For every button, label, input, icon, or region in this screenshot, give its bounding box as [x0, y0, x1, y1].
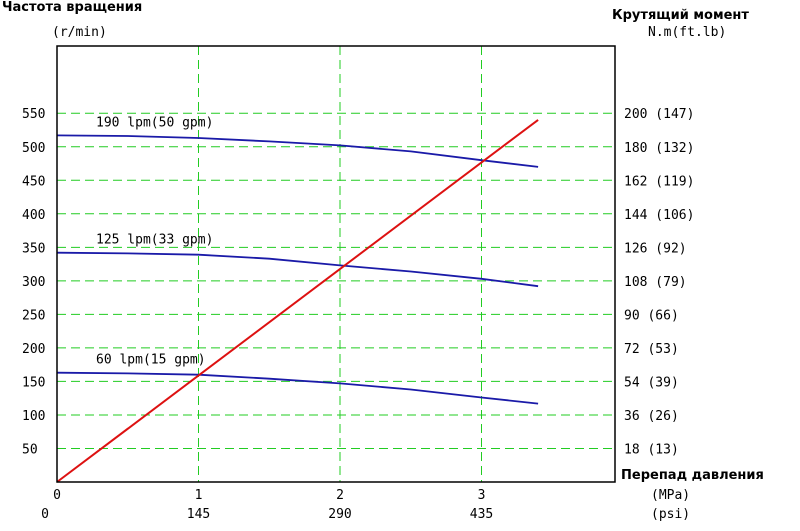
y-tick-label-right: 180 (132)	[624, 141, 694, 156]
y-tick-label-left: 100	[22, 409, 45, 424]
y-tick-label-left: 550	[22, 107, 45, 122]
x-tick-label-mpa: 1	[195, 488, 203, 503]
series-label: 60 lpm(15 gpm)	[96, 353, 206, 368]
y-tick-label-right: 18 (13)	[624, 442, 679, 457]
x-tick-label-psi: 0	[41, 507, 49, 522]
y-tick-label-right: 72 (53)	[624, 342, 679, 357]
speed-curve	[56, 134, 539, 168]
series-label: 190 lpm(50 gpm)	[96, 115, 213, 130]
y-tick-label-left: 200	[22, 342, 45, 357]
y-tick-label-right: 108 (79)	[624, 275, 687, 290]
x-tick-label-psi: 435	[470, 507, 493, 522]
x-tick-label-mpa: 3	[478, 488, 486, 503]
y-tick-label-right: 162 (119)	[624, 174, 694, 189]
speed-curve	[56, 371, 539, 405]
x-tick-label-psi: 290	[328, 507, 351, 522]
y-tick-label-left: 50	[22, 442, 38, 457]
y-tick-label-right: 90 (66)	[624, 308, 679, 323]
y-tick-label-left: 300	[22, 275, 45, 290]
right-axis-unit: N.m(ft.lb)	[648, 25, 726, 40]
x-tick-label-psi: 145	[187, 507, 210, 522]
y-tick-label-right: 54 (39)	[624, 375, 679, 390]
y-tick-label-right: 200 (147)	[624, 107, 694, 122]
y-tick-label-right: 144 (106)	[624, 208, 694, 223]
torque-line	[56, 119, 539, 483]
plot-frame	[56, 45, 616, 483]
x-tick-label-mpa: 2	[336, 488, 344, 503]
right-axis-title: Крутящий момент	[612, 8, 749, 23]
left-axis-unit: (r/min)	[52, 25, 107, 40]
y-tick-label-left: 350	[22, 241, 45, 256]
y-tick-label-left: 400	[22, 208, 45, 223]
y-tick-label-right: 126 (92)	[624, 241, 687, 256]
speed-curve	[56, 251, 539, 288]
y-tick-label-left: 500	[22, 141, 45, 156]
x-tick-label-mpa: 0	[53, 488, 61, 503]
y-tick-label-left: 250	[22, 308, 45, 323]
x-axis-unit-mpa: (MPa)	[651, 488, 690, 503]
x-axis-unit-psi: (psi)	[651, 507, 690, 522]
y-tick-label-left: 450	[22, 174, 45, 189]
left-axis-title: Частота вращения	[2, 0, 142, 15]
y-tick-label-left: 150	[22, 375, 45, 390]
series-label: 125 lpm(33 gpm)	[96, 233, 213, 248]
y-tick-label-right: 36 (26)	[624, 409, 679, 424]
x-axis-title: Перепад давления	[621, 468, 764, 483]
